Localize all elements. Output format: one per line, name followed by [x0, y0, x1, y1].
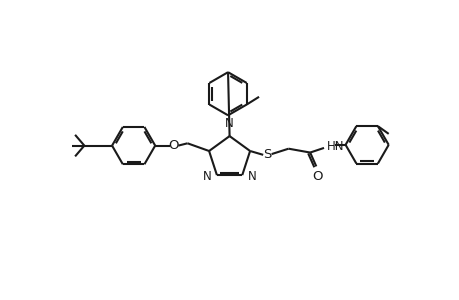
Text: N: N	[202, 170, 211, 183]
Text: N: N	[247, 170, 256, 183]
Text: N: N	[225, 117, 234, 130]
Text: S: S	[262, 148, 271, 161]
Text: O: O	[312, 170, 322, 183]
Text: O: O	[168, 139, 179, 152]
Text: HN: HN	[326, 140, 344, 153]
